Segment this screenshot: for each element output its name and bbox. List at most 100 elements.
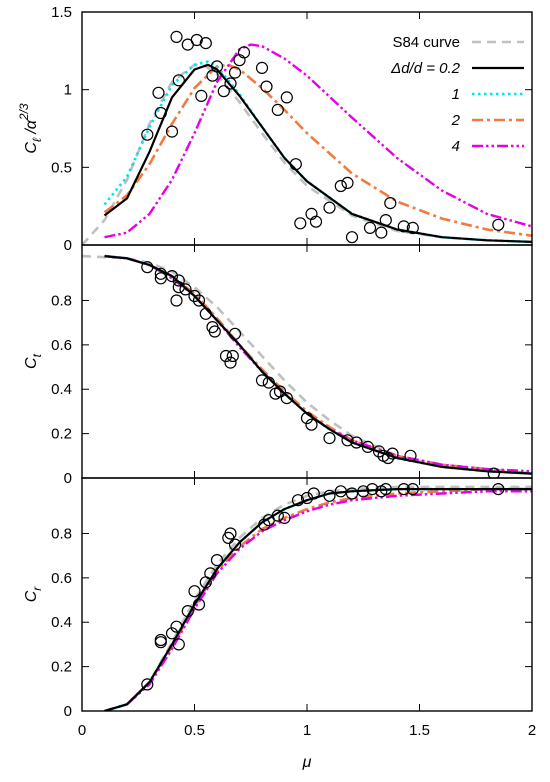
data-point: [492, 483, 505, 496]
data-point: [323, 489, 336, 502]
y-tick-label: 0: [64, 470, 72, 487]
series-line-s84: [104, 485, 532, 711]
data-point: [258, 518, 271, 531]
data-point: [188, 585, 201, 598]
data-point: [341, 176, 354, 189]
data-point: [309, 215, 323, 228]
data-point: [280, 91, 293, 104]
data-point: [170, 294, 183, 307]
data-point: [181, 604, 194, 618]
panel-transmission-coefficient: 0 0.2 0.4 0.6 0.8 Ct: [23, 244, 533, 487]
data-point: [372, 445, 386, 458]
data-point: [334, 179, 347, 193]
series-group: [104, 485, 532, 711]
data-point: [217, 85, 230, 98]
data-point: [280, 392, 293, 405]
data-point: [271, 509, 284, 522]
data-point: [260, 80, 273, 93]
data-point: [341, 434, 354, 447]
data-point: [192, 598, 206, 611]
data-point: [406, 221, 419, 234]
data-point: [492, 218, 505, 231]
data-point: [300, 491, 314, 505]
y-label-sub: t: [30, 353, 44, 357]
legend: S84 curve Δd/d = 0.2 1 2 4: [390, 34, 524, 155]
data-point: [224, 356, 237, 369]
data-point: [262, 376, 275, 389]
legend-label-d02: Δd/d = 0.2: [390, 60, 461, 77]
data-point: [219, 349, 233, 363]
data-point: [190, 33, 203, 47]
y-label-sub: ℓ: [30, 137, 44, 142]
data-point: [172, 274, 185, 287]
data-point: [345, 231, 359, 244]
data-point: [165, 125, 179, 138]
data-point: [271, 103, 284, 117]
series-line-d1: [104, 254, 532, 475]
data-point: [350, 436, 363, 449]
panel-lift-coefficient: 0 0.5 1 1.5 Cℓ /α2/3: [17, 4, 533, 254]
data-point: [228, 538, 242, 551]
data-point: [210, 553, 224, 567]
y-tick-label: 0.6: [51, 337, 72, 354]
data-point: [334, 485, 347, 498]
legend-label-d2: 2: [451, 112, 461, 129]
y-axis-label: Ct: [23, 353, 44, 369]
data-point: [172, 281, 185, 294]
series-line-d4: [104, 43, 532, 239]
data-point: [210, 60, 224, 73]
y-label-sup: 2/3: [17, 103, 31, 121]
x-tick-label: 1.5: [409, 722, 430, 739]
data-point: [255, 61, 269, 75]
data-point: [307, 487, 320, 500]
y-label-main: C: [23, 590, 40, 602]
series-line-d2: [104, 254, 532, 475]
data-point: [379, 214, 392, 227]
series-group: [82, 254, 532, 475]
y-label-main: C: [23, 142, 40, 154]
data-point: [154, 633, 167, 647]
series-line-d02: [103, 63, 532, 243]
y-tick-label: 0.6: [51, 570, 72, 587]
data-point: [165, 627, 179, 640]
data-point: [397, 220, 410, 233]
series-line-s84: [82, 254, 532, 475]
series-line-d02: [104, 488, 532, 711]
y-tick-label: 1.5: [51, 4, 72, 21]
y-tick-label: 0.5: [51, 159, 72, 176]
data-point: [154, 272, 167, 285]
plot-frame: [81, 477, 533, 712]
series-line-d2: [103, 63, 532, 237]
data-point: [170, 30, 183, 44]
y-tick-label: 0.2: [51, 659, 72, 676]
data-point: [381, 451, 395, 465]
data-point: [397, 483, 410, 496]
y-axis-label: Cr: [23, 586, 44, 603]
x-tick-label: 0: [78, 722, 86, 739]
data-point: [199, 307, 212, 320]
data-point: [278, 511, 291, 525]
data-point: [154, 106, 167, 120]
panel-reflection-coefficient: 0 0.2 0.4 0.6 0.8 0 0.5 1 1.5 2 μ Cr: [23, 477, 536, 771]
y-label-tail: /α: [23, 119, 40, 138]
data-point: [226, 349, 239, 363]
data-point: [487, 467, 500, 478]
y-tick-label: 0.4: [51, 381, 72, 398]
x-axis-label: μ: [302, 754, 312, 771]
data-point: [152, 86, 165, 99]
series-group: [82, 43, 532, 245]
y-label-main: C: [23, 357, 40, 369]
x-tick-label: 0.5: [184, 722, 205, 739]
y-label-sub: r: [30, 586, 44, 591]
y-tick-label: 0.8: [51, 525, 72, 542]
data-point: [170, 620, 183, 633]
data-point: [224, 77, 237, 90]
y-tick-label: 0.4: [51, 614, 72, 631]
data-point: [188, 289, 201, 303]
data-point: [406, 483, 419, 496]
x-tick-label: 2: [528, 722, 536, 739]
data-point: [141, 678, 154, 691]
data-point: [291, 494, 305, 507]
data-point: [204, 567, 217, 580]
